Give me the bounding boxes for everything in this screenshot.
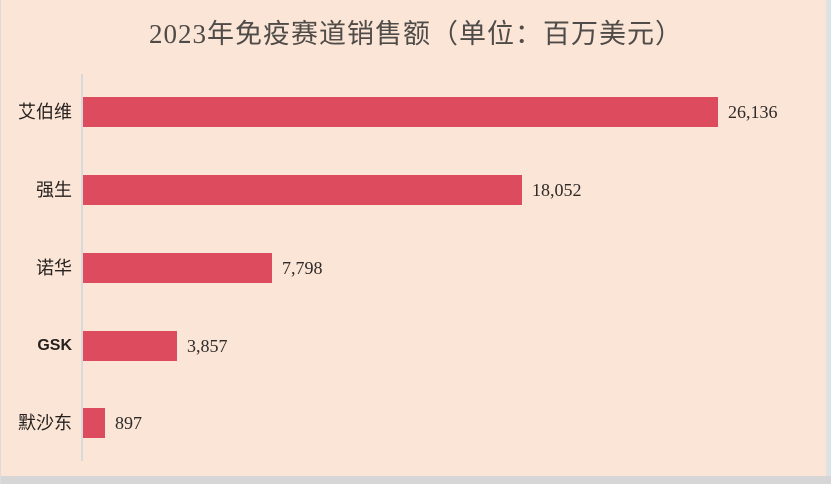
bar-row: GSK 3,857 — [1, 331, 831, 361]
bar — [83, 97, 718, 127]
bar-row: 强生 18,052 — [1, 175, 831, 205]
category-label: 诺华 — [36, 258, 72, 278]
bar-row: 艾伯维 26,136 — [1, 97, 831, 127]
bar-row: 默沙东 897 — [1, 408, 831, 438]
category-label: GSK — [37, 337, 72, 354]
bar-row: 诺华 7,798 — [1, 253, 831, 283]
value-label: 26,136 — [728, 102, 778, 122]
value-label: 18,052 — [532, 180, 582, 200]
category-label: 默沙东 — [18, 413, 72, 433]
category-label: 强生 — [36, 180, 72, 200]
bar — [83, 408, 105, 438]
y-axis-line — [81, 74, 83, 461]
category-label: 艾伯维 — [18, 102, 72, 122]
bar — [83, 175, 522, 205]
value-label: 897 — [115, 413, 142, 433]
bar — [83, 331, 177, 361]
window-bottom-border — [1, 476, 831, 484]
value-label: 3,857 — [187, 336, 228, 356]
value-label: 7,798 — [282, 258, 323, 278]
bar — [83, 253, 272, 283]
window-right-border — [826, 0, 831, 484]
chart-title: 2023年免疫赛道销售额（单位：百万美元） — [149, 19, 683, 49]
